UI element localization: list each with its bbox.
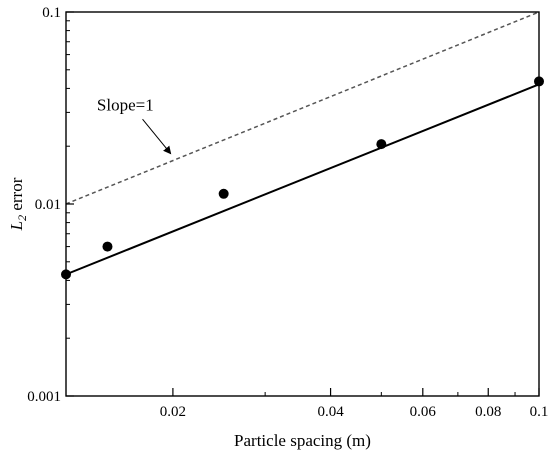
y-tick-label: 0.1 bbox=[42, 5, 61, 21]
fit-line bbox=[65, 83, 540, 276]
data-point bbox=[102, 241, 113, 252]
plot-frame bbox=[65, 11, 540, 397]
y-tick-label: 0.01 bbox=[35, 197, 61, 213]
slope-reference-line bbox=[65, 11, 540, 205]
y-axis-title-rest: error bbox=[7, 177, 26, 215]
slope-annotation-label: Slope=1 bbox=[97, 95, 154, 114]
x-tick-label: 0.04 bbox=[317, 404, 344, 420]
x-tick-label: 0.06 bbox=[410, 404, 437, 420]
y-tick-label: 0.001 bbox=[27, 389, 61, 405]
data-point bbox=[218, 188, 229, 199]
y-axis-title: L2 error bbox=[7, 177, 29, 231]
x-tick-label: 0.08 bbox=[475, 404, 501, 420]
slope-annotation-arrow bbox=[142, 118, 172, 155]
y-axis-title-main: L bbox=[7, 221, 26, 231]
x-tick-label: 0.1 bbox=[530, 404, 549, 420]
x-axis-title: Particle spacing (m) bbox=[234, 431, 371, 450]
y-axis-title-subscript: 2 bbox=[15, 215, 29, 221]
x-tick-label: 0.02 bbox=[160, 404, 186, 420]
